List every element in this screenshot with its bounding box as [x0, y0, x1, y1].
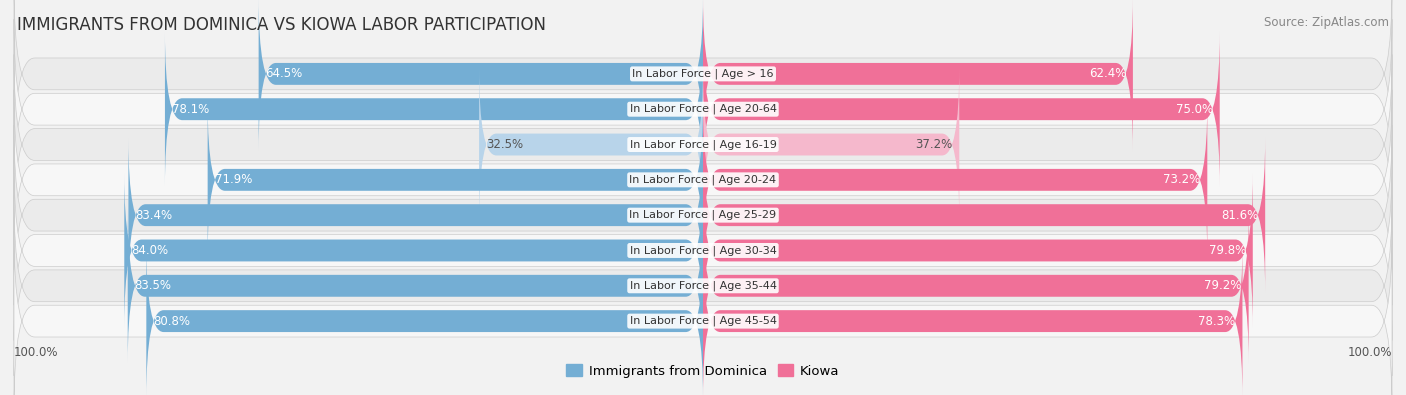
Text: 79.8%: 79.8%	[1209, 244, 1246, 257]
Text: 81.6%: 81.6%	[1220, 209, 1258, 222]
Text: In Labor Force | Age 20-64: In Labor Force | Age 20-64	[630, 104, 776, 115]
FancyBboxPatch shape	[703, 209, 1249, 363]
FancyBboxPatch shape	[128, 209, 703, 363]
FancyBboxPatch shape	[14, 55, 1392, 235]
FancyBboxPatch shape	[703, 173, 1253, 328]
FancyBboxPatch shape	[14, 160, 1392, 340]
Text: 71.9%: 71.9%	[215, 173, 252, 186]
FancyBboxPatch shape	[14, 90, 1392, 270]
Text: In Labor Force | Age 16-19: In Labor Force | Age 16-19	[630, 139, 776, 150]
FancyBboxPatch shape	[128, 138, 703, 293]
Text: 100.0%: 100.0%	[1347, 346, 1392, 359]
Text: In Labor Force | Age > 16: In Labor Force | Age > 16	[633, 69, 773, 79]
Text: In Labor Force | Age 30-34: In Labor Force | Age 30-34	[630, 245, 776, 256]
Text: 73.2%: 73.2%	[1163, 173, 1201, 186]
Text: IMMIGRANTS FROM DOMINICA VS KIOWA LABOR PARTICIPATION: IMMIGRANTS FROM DOMINICA VS KIOWA LABOR …	[17, 16, 546, 34]
Text: 62.4%: 62.4%	[1088, 68, 1126, 81]
Text: In Labor Force | Age 20-24: In Labor Force | Age 20-24	[630, 175, 776, 185]
FancyBboxPatch shape	[703, 102, 1208, 257]
FancyBboxPatch shape	[165, 32, 703, 186]
FancyBboxPatch shape	[703, 0, 1133, 151]
FancyBboxPatch shape	[703, 244, 1243, 395]
FancyBboxPatch shape	[259, 0, 703, 151]
FancyBboxPatch shape	[14, 196, 1392, 376]
Text: 79.2%: 79.2%	[1205, 279, 1241, 292]
Text: In Labor Force | Age 25-29: In Labor Force | Age 25-29	[630, 210, 776, 220]
FancyBboxPatch shape	[14, 231, 1392, 395]
Text: 78.3%: 78.3%	[1198, 314, 1236, 327]
Text: 78.1%: 78.1%	[172, 103, 209, 116]
Text: In Labor Force | Age 45-54: In Labor Force | Age 45-54	[630, 316, 776, 326]
FancyBboxPatch shape	[703, 32, 1219, 186]
FancyBboxPatch shape	[146, 244, 703, 395]
Text: In Labor Force | Age 35-44: In Labor Force | Age 35-44	[630, 280, 776, 291]
Text: Source: ZipAtlas.com: Source: ZipAtlas.com	[1264, 16, 1389, 29]
Text: 83.4%: 83.4%	[135, 209, 173, 222]
FancyBboxPatch shape	[208, 102, 703, 257]
Legend: Immigrants from Dominica, Kiowa: Immigrants from Dominica, Kiowa	[561, 359, 845, 383]
FancyBboxPatch shape	[124, 173, 703, 328]
Text: 75.0%: 75.0%	[1175, 103, 1213, 116]
Text: 37.2%: 37.2%	[915, 138, 952, 151]
FancyBboxPatch shape	[14, 125, 1392, 305]
Text: 32.5%: 32.5%	[486, 138, 523, 151]
Text: 100.0%: 100.0%	[14, 346, 59, 359]
Text: 64.5%: 64.5%	[266, 68, 302, 81]
FancyBboxPatch shape	[14, 0, 1392, 164]
FancyBboxPatch shape	[479, 67, 703, 222]
FancyBboxPatch shape	[703, 67, 959, 222]
Text: 84.0%: 84.0%	[131, 244, 169, 257]
FancyBboxPatch shape	[703, 138, 1265, 293]
Text: 83.5%: 83.5%	[135, 279, 172, 292]
Text: 80.8%: 80.8%	[153, 314, 190, 327]
FancyBboxPatch shape	[14, 19, 1392, 199]
